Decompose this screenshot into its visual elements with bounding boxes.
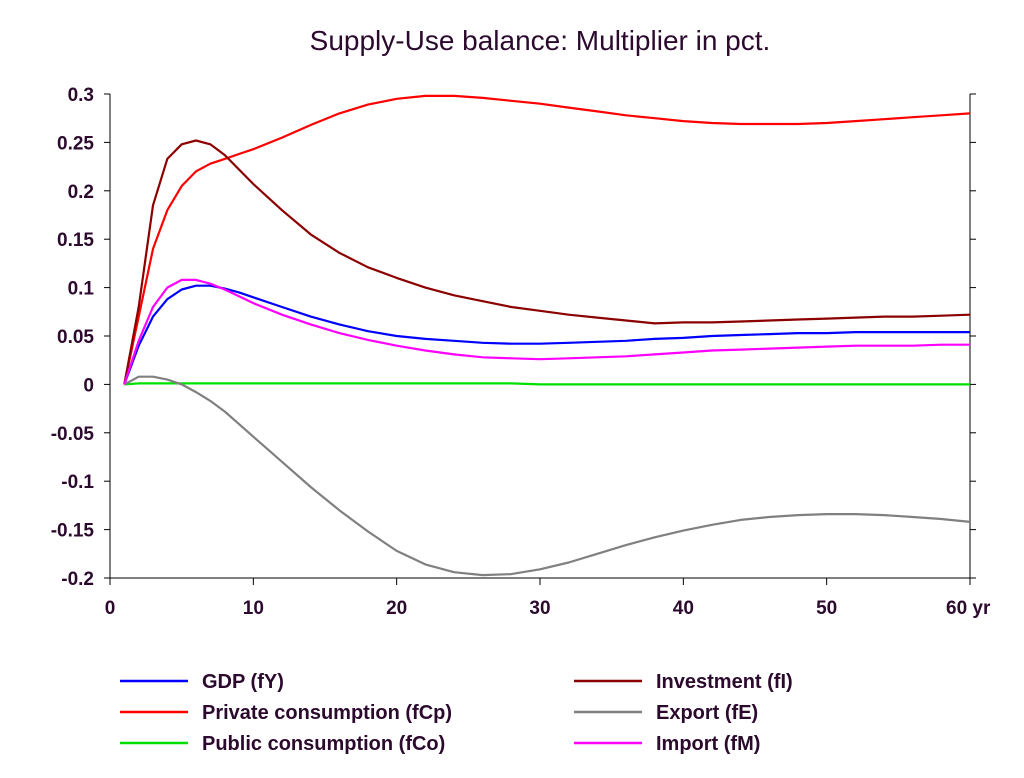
y-tick-label: -0.2: [61, 569, 94, 590]
legend-label: Import (fM): [656, 733, 760, 755]
legend-label: Public consumption (fCo): [202, 733, 445, 755]
y-tick-label: 0: [83, 375, 94, 396]
series-line-private-consumption-fcp: [123, 94, 971, 385]
x-tick-label: 50: [816, 598, 837, 619]
x-tick-label: 20: [386, 598, 407, 619]
legend-label: Investment (fI): [656, 671, 793, 693]
chart-title: Supply-Use balance: Multiplier in pct.: [310, 25, 771, 56]
legend-label: Private consumption (fCp): [202, 702, 452, 724]
legend-label: Export (fE): [656, 702, 758, 724]
y-tick-label: -0.15: [51, 521, 95, 542]
y-tick-label: -0.05: [51, 424, 95, 445]
y-tick-label: 0.15: [57, 230, 94, 251]
y-tick-label: 0.05: [57, 327, 94, 348]
series-line-import-fm: [123, 278, 970, 385]
series-line-public-consumption-fco: [124, 382, 970, 386]
x-tick-label: 0: [105, 598, 116, 619]
x-tick-label: 30: [529, 598, 550, 619]
series-line-investment-fi: [123, 139, 971, 385]
legend-label: GDP (fY): [202, 671, 284, 693]
y-tick-label: 0.1: [68, 279, 95, 300]
y-tick-label: 0.3: [68, 85, 94, 106]
x-tick-label: 60 yr: [946, 598, 991, 619]
y-tick-label: 0.2: [68, 182, 94, 203]
series-line-export-fe: [123, 375, 971, 577]
legend: GDP (fY) Private consumption (fCp) Public …: [120, 671, 793, 755]
x-tick-label: 40: [673, 598, 694, 619]
y-tick-label: 0.25: [57, 133, 94, 154]
series-line-gdp-fy: [123, 284, 970, 385]
x-tick-label: 10: [243, 598, 264, 619]
series-lines: [123, 94, 971, 577]
axes: 0.3 0.25 0.2 0.15 0.1 0.05 0 -0.05 -0.1 -0.15 -0.2…: [51, 85, 991, 619]
y-tick-label: -0.1: [61, 472, 94, 493]
